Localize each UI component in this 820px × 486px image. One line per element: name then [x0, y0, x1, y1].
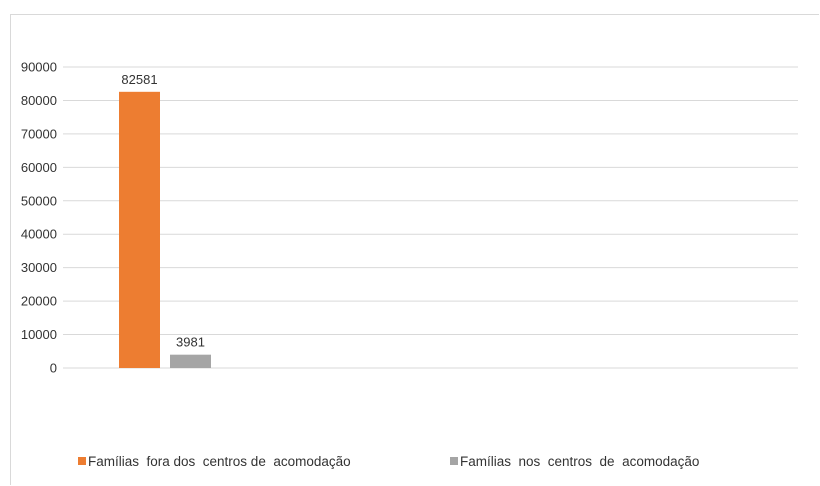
- y-tick-label: 30000: [21, 260, 57, 275]
- y-tick-label: 20000: [21, 294, 57, 309]
- y-tick-label: 80000: [21, 93, 57, 108]
- y-tick-label: 40000: [21, 227, 57, 242]
- y-axis-ticks: 0 10000 20000 30000 40000 50000 60000 70000 8000…: [21, 60, 57, 376]
- data-label-series-0: 82581: [121, 72, 157, 87]
- y-tick-label: 50000: [21, 193, 57, 208]
- gridlines: [63, 66, 798, 369]
- legend-label-0: Famílias fora dos centros de acomodação: [88, 454, 351, 469]
- bars: [119, 91, 211, 368]
- legend-swatch-0: [78, 457, 86, 465]
- bar-series-0: [119, 91, 160, 368]
- data-labels: 82581 3981: [121, 72, 205, 350]
- y-tick-label: 70000: [21, 126, 57, 141]
- bar-series-1: [170, 354, 211, 368]
- legend: Famílias fora dos centros de acomodação F…: [78, 454, 699, 469]
- legend-swatch-1: [450, 457, 458, 465]
- y-tick-label: 60000: [21, 160, 57, 175]
- data-label-series-1: 3981: [176, 335, 205, 350]
- y-tick-label: 90000: [21, 60, 57, 75]
- y-tick-label: 10000: [21, 327, 57, 342]
- y-tick-label: 0: [50, 361, 57, 376]
- legend-label-1: Famílias nos centros de acomodação: [460, 454, 699, 469]
